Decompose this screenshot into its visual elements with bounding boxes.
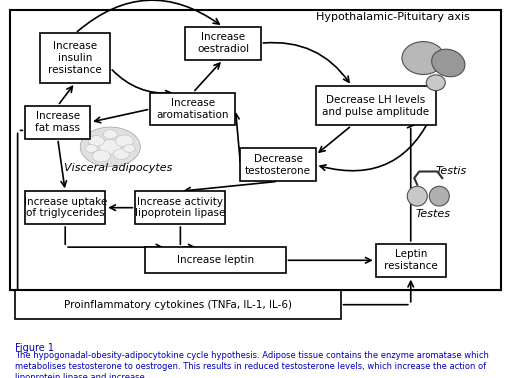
Circle shape	[85, 144, 97, 152]
Circle shape	[92, 150, 110, 162]
FancyBboxPatch shape	[25, 106, 90, 139]
Text: Figure 1: Figure 1	[15, 343, 54, 353]
Text: Increase activity
lipoprotein lipase: Increase activity lipoprotein lipase	[135, 197, 225, 218]
Circle shape	[123, 144, 135, 152]
Text: Visceral adipocytes: Visceral adipocytes	[63, 163, 172, 173]
Text: Increase
insulin
resistance: Increase insulin resistance	[49, 42, 102, 74]
Circle shape	[99, 139, 121, 154]
FancyBboxPatch shape	[316, 86, 436, 125]
Circle shape	[115, 135, 133, 147]
Text: Increase
fat mass: Increase fat mass	[35, 112, 80, 133]
Ellipse shape	[402, 42, 445, 74]
Circle shape	[80, 127, 141, 167]
Text: Leptin
resistance: Leptin resistance	[384, 249, 437, 271]
Text: The hypogonadal-obesity-adipocytokine cycle hypothesis. Adipose tissue contains : The hypogonadal-obesity-adipocytokine cy…	[15, 351, 489, 378]
FancyBboxPatch shape	[40, 33, 110, 83]
Circle shape	[103, 130, 118, 139]
FancyBboxPatch shape	[25, 191, 105, 224]
Text: Increase
oestradiol: Increase oestradiol	[197, 33, 249, 54]
FancyBboxPatch shape	[376, 244, 446, 277]
Text: Increase uptake
of triglycerides: Increase uptake of triglycerides	[24, 197, 107, 218]
Text: Hypothalamic-Pituitary axis: Hypothalamic-Pituitary axis	[316, 12, 470, 22]
Ellipse shape	[407, 186, 427, 206]
Text: Increase leptin: Increase leptin	[177, 255, 254, 265]
FancyBboxPatch shape	[135, 191, 225, 224]
FancyBboxPatch shape	[185, 27, 261, 60]
Text: Testes: Testes	[416, 209, 451, 219]
Text: Proinflammatory cytokines (TNFa, IL-1, IL-6): Proinflammatory cytokines (TNFa, IL-1, I…	[64, 300, 292, 310]
Ellipse shape	[426, 75, 445, 91]
FancyBboxPatch shape	[15, 290, 341, 319]
Circle shape	[113, 149, 129, 160]
Text: Decrease
testosterone: Decrease testosterone	[245, 154, 311, 176]
Ellipse shape	[432, 49, 465, 77]
FancyBboxPatch shape	[241, 149, 316, 181]
Text: Testis: Testis	[435, 166, 467, 177]
Text: Increase
aromatisation: Increase aromatisation	[157, 98, 229, 120]
FancyBboxPatch shape	[150, 93, 236, 125]
Ellipse shape	[429, 186, 449, 206]
Circle shape	[88, 136, 104, 146]
Text: Decrease LH levels
and pulse amplitude: Decrease LH levels and pulse amplitude	[322, 95, 429, 116]
FancyBboxPatch shape	[145, 247, 286, 273]
